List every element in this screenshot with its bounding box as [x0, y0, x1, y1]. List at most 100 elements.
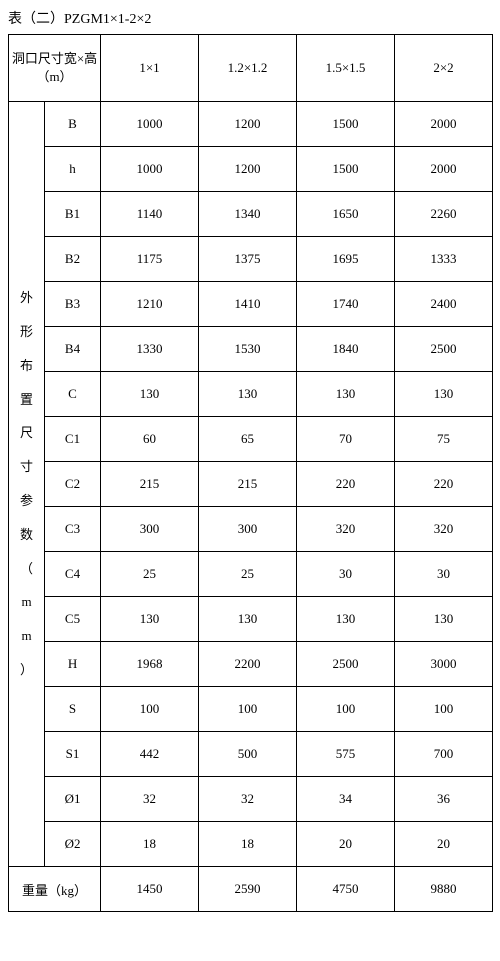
cell: 100	[199, 687, 297, 732]
table-row: B1 1140 1340 1650 2260	[9, 192, 493, 237]
cell: 300	[199, 507, 297, 552]
table-row: C5 130 130 130 130	[9, 597, 493, 642]
cell: 442	[101, 732, 199, 777]
cell: 32	[199, 777, 297, 822]
cell: 130	[199, 597, 297, 642]
param-label: C5	[45, 597, 101, 642]
cell: 1840	[297, 327, 395, 372]
cell: 1500	[297, 147, 395, 192]
header-size-2: 1.5×1.5	[297, 35, 395, 102]
cell: 1410	[199, 282, 297, 327]
cell: 1000	[101, 102, 199, 147]
table-row: H 1968 2200 2500 3000	[9, 642, 493, 687]
header-size-1: 1.2×1.2	[199, 35, 297, 102]
table-row: C3 300 300 320 320	[9, 507, 493, 552]
cell: 1968	[101, 642, 199, 687]
cell: 36	[395, 777, 493, 822]
header-size-3: 2×2	[395, 35, 493, 102]
table-row: B4 1330 1530 1840 2500	[9, 327, 493, 372]
cell: 1210	[101, 282, 199, 327]
table-row: S 100 100 100 100	[9, 687, 493, 732]
cell: 300	[101, 507, 199, 552]
cell: 1140	[101, 192, 199, 237]
cell: 100	[101, 687, 199, 732]
cell: 130	[199, 372, 297, 417]
cell: 320	[297, 507, 395, 552]
param-label: Ø1	[45, 777, 101, 822]
cell: 2500	[395, 327, 493, 372]
table-row: C 130 130 130 130	[9, 372, 493, 417]
param-label: S	[45, 687, 101, 732]
cell: 4750	[297, 867, 395, 912]
param-label: B2	[45, 237, 101, 282]
cell: 18	[199, 822, 297, 867]
cell: 25	[199, 552, 297, 597]
row-group-label: 外形布置尺寸参数（mm）	[9, 102, 45, 867]
cell: 2200	[199, 642, 297, 687]
cell: 2000	[395, 102, 493, 147]
cell: 20	[395, 822, 493, 867]
cell: 130	[297, 597, 395, 642]
cell: 1333	[395, 237, 493, 282]
cell: 1330	[101, 327, 199, 372]
param-label: B1	[45, 192, 101, 237]
cell: 3000	[395, 642, 493, 687]
param-label: C2	[45, 462, 101, 507]
cell: 1175	[101, 237, 199, 282]
cell: 130	[101, 597, 199, 642]
cell: 700	[395, 732, 493, 777]
cell: 75	[395, 417, 493, 462]
cell: 65	[199, 417, 297, 462]
cell: 1695	[297, 237, 395, 282]
header-size-0: 1×1	[101, 35, 199, 102]
cell: 30	[297, 552, 395, 597]
param-label: B	[45, 102, 101, 147]
cell: 1530	[199, 327, 297, 372]
cell: 100	[297, 687, 395, 732]
table-row: h 1000 1200 1500 2000	[9, 147, 493, 192]
header-opening: 洞口尺寸宽×高（m）	[9, 35, 101, 102]
cell: 60	[101, 417, 199, 462]
cell: 30	[395, 552, 493, 597]
weight-row: 重量（kg） 1450 2590 4750 9880	[9, 867, 493, 912]
cell: 1340	[199, 192, 297, 237]
cell: 1000	[101, 147, 199, 192]
param-label: S1	[45, 732, 101, 777]
cell: 34	[297, 777, 395, 822]
cell: 130	[395, 372, 493, 417]
cell: 215	[101, 462, 199, 507]
cell: 575	[297, 732, 395, 777]
table-row: C1 60 65 70 75	[9, 417, 493, 462]
param-label: B3	[45, 282, 101, 327]
cell: 1200	[199, 102, 297, 147]
cell: 25	[101, 552, 199, 597]
table-row: Ø1 32 32 34 36	[9, 777, 493, 822]
cell: 1740	[297, 282, 395, 327]
param-label: C1	[45, 417, 101, 462]
cell: 1200	[199, 147, 297, 192]
param-label: H	[45, 642, 101, 687]
table-caption: 表（二）PZGM1×1-2×2	[8, 8, 492, 28]
cell: 100	[395, 687, 493, 732]
table-row: B3 1210 1410 1740 2400	[9, 282, 493, 327]
table-row: B2 1175 1375 1695 1333	[9, 237, 493, 282]
cell: 130	[395, 597, 493, 642]
param-label: C	[45, 372, 101, 417]
cell: 500	[199, 732, 297, 777]
param-label: B4	[45, 327, 101, 372]
cell: 2590	[199, 867, 297, 912]
cell: 2400	[395, 282, 493, 327]
spec-table: 洞口尺寸宽×高（m） 1×1 1.2×1.2 1.5×1.5 2×2 外形布置尺…	[8, 34, 493, 912]
cell: 1500	[297, 102, 395, 147]
cell: 215	[199, 462, 297, 507]
table-row: C2 215 215 220 220	[9, 462, 493, 507]
cell: 2500	[297, 642, 395, 687]
cell: 1375	[199, 237, 297, 282]
param-label: C3	[45, 507, 101, 552]
cell: 9880	[395, 867, 493, 912]
table-row: Ø2 18 18 20 20	[9, 822, 493, 867]
cell: 220	[395, 462, 493, 507]
cell: 130	[101, 372, 199, 417]
cell: 320	[395, 507, 493, 552]
param-label: C4	[45, 552, 101, 597]
